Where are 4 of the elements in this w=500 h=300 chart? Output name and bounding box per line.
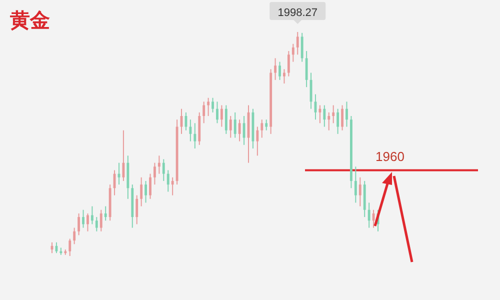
chart-title: 黄金 [9,10,50,32]
annotation: 1960 [376,149,404,164]
annotation: 1998.27 [278,7,318,19]
annotation: 1998.27 [270,2,326,24]
